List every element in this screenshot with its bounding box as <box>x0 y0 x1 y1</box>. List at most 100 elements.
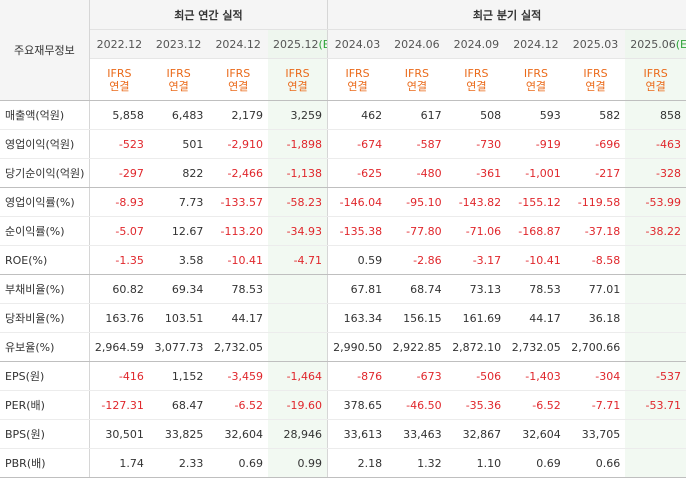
period-header-cell: 2023.12 <box>148 29 209 59</box>
table-cell: 0.59 <box>327 245 388 275</box>
table-cell: 33,705 <box>565 419 626 449</box>
basis-scope: 연결 <box>525 79 547 93</box>
table-cell: -53.99 <box>625 187 686 217</box>
table-cell: 67.81 <box>327 274 388 304</box>
table-cell: -506 <box>446 361 507 391</box>
estimate-mark: (E) <box>675 37 686 51</box>
row-label: 매출액(억원) <box>0 100 90 130</box>
basis-cell: IFRS 연결 <box>148 58 209 101</box>
table-cell: 68.74 <box>387 274 447 304</box>
period-header-cell: 2024.12 <box>506 29 566 59</box>
table-cell: -71.06 <box>446 216 507 246</box>
table-cell: -143.82 <box>446 187 507 217</box>
table-cell: 12.67 <box>148 216 209 246</box>
basis-cell: IFRS 연결 <box>506 58 566 101</box>
table-cell: -155.12 <box>506 187 566 217</box>
table-cell: 33,613 <box>327 419 388 449</box>
basis-standard: IFRS <box>226 66 251 80</box>
table-cell: 2,732.05 <box>208 332 268 362</box>
table-cell: 6,483 <box>148 100 209 130</box>
table-cell: -361 <box>446 158 507 188</box>
table-cell: 161.69 <box>446 303 507 333</box>
period-label: 2022.12 <box>96 37 143 51</box>
basis-cell: IFRS 연결 <box>446 58 507 101</box>
table-cell: 2,964.59 <box>89 332 149 362</box>
table-row: ROE(%) -1.35 3.58 -10.41 -4.71 0.59 -2.86 -3.17… <box>0 245 686 275</box>
basis-scope: 연결 <box>645 79 666 93</box>
table-cell <box>267 332 329 362</box>
basis-cell: IFRS 연결 <box>267 58 329 101</box>
table-cell <box>625 448 686 478</box>
table-cell: 858 <box>625 100 686 130</box>
table-cell: 163.76 <box>89 303 149 333</box>
table-cell: 617 <box>387 100 447 130</box>
table-cell: -8.93 <box>89 187 149 217</box>
table-cell: 156.15 <box>387 303 447 333</box>
table-body: 매출액(억원) 5,858 6,483 2,179 3,259 462 617 508 593 5… <box>0 100 686 478</box>
table-cell <box>625 419 686 449</box>
table-row: BPS(원) 30,501 33,825 32,604 28,946 33,613 33,4… <box>0 419 686 449</box>
row-label: 부채비율(%) <box>0 274 90 304</box>
table-cell: 1,152 <box>148 361 209 391</box>
table-cell: 2,872.10 <box>446 332 507 362</box>
table-cell: -674 <box>327 129 388 159</box>
table-cell: -328 <box>625 158 686 188</box>
period-label: 2023.12 <box>155 37 202 51</box>
table-cell: 2,990.50 <box>327 332 388 362</box>
basis-standard: IFRS <box>166 66 191 80</box>
table-cell: -127.31 <box>89 390 149 420</box>
table-cell: -523 <box>89 129 149 159</box>
table-cell: -480 <box>387 158 447 188</box>
row-label: 영업이익률(%) <box>0 187 90 217</box>
table-cell: 1.74 <box>89 448 149 478</box>
row-label: 순이익률(%) <box>0 216 90 246</box>
table-cell: -304 <box>565 361 626 391</box>
table-cell: -168.87 <box>506 216 566 246</box>
table-cell: -5.07 <box>89 216 149 246</box>
table-cell: -673 <box>387 361 447 391</box>
basis-scope: 연결 <box>466 79 487 93</box>
table-cell: -416 <box>89 361 149 391</box>
period-label: 2024.03 <box>334 37 381 51</box>
basis-cell: IFRS 연결 <box>89 58 149 101</box>
table-cell: 78.53 <box>208 274 268 304</box>
table-row: 당기순이익(억원) -297 822 -2,466 -1,138 -625 -480 -361… <box>0 158 686 188</box>
table-row: 영업이익률(%) -8.93 7.73 -133.57 -58.23 -146.04 -95… <box>0 187 686 217</box>
table-cell: 33,825 <box>148 419 209 449</box>
table-row: 순이익률(%) -5.07 12.67 -113.20 -34.93 -135.38 -77… <box>0 216 686 246</box>
table-cell: -696 <box>565 129 626 159</box>
row-label: 당기순이익(억원) <box>0 158 90 188</box>
table-cell: 3,259 <box>267 100 329 130</box>
table-cell: -6.52 <box>208 390 268 420</box>
basis-standard: IFRS <box>345 66 370 80</box>
table-cell: -1.35 <box>89 245 149 275</box>
table-cell: -1,138 <box>267 158 329 188</box>
table-cell: 2.18 <box>327 448 388 478</box>
row-label: 영업이익(억원) <box>0 129 90 159</box>
table-row: 영업이익(억원) -523 501 -2,910 -1,898 -674 -587 -730-… <box>0 129 686 159</box>
table-cell: 73.13 <box>446 274 507 304</box>
table-cell: 508 <box>446 100 507 130</box>
basis-standard: IFRS <box>464 66 489 80</box>
table-cell: -95.10 <box>387 187 447 217</box>
table-cell: 2,179 <box>208 100 268 130</box>
table-row: EPS(원) -416 1,152 -3,459 -1,464 -876 -673 -506-… <box>0 361 686 391</box>
table-cell: -19.60 <box>267 390 329 420</box>
table-cell: 36.18 <box>565 303 626 333</box>
table-cell: -1,898 <box>267 129 329 159</box>
period-header-cell: 2024.06 <box>387 29 447 59</box>
table-cell: -133.57 <box>208 187 268 217</box>
basis-standard: IFRS <box>523 66 549 80</box>
table-cell: 1.10 <box>446 448 507 478</box>
period-header-cell: 2024.09 <box>446 29 507 59</box>
table-cell: 822 <box>148 158 209 188</box>
basis-cell: IFRS 연결 <box>208 58 268 101</box>
basis-standard: IFRS <box>643 66 668 80</box>
basis-header-row: IFRS 연결 IFRS 연결 IFRS 연결 IFRS 연결 IFRS 연결 IFRS 연결 IFRS… <box>0 58 686 101</box>
header-group-row: 주요재무정보 최근 연간 실적 최근 분기 실적 <box>0 0 686 101</box>
table-cell: -46.50 <box>387 390 447 420</box>
table-cell: 3,077.73 <box>148 332 209 362</box>
basis-standard: IFRS <box>285 66 310 80</box>
row-label: 유보율(%) <box>0 332 90 362</box>
table-cell: 7.73 <box>148 187 209 217</box>
